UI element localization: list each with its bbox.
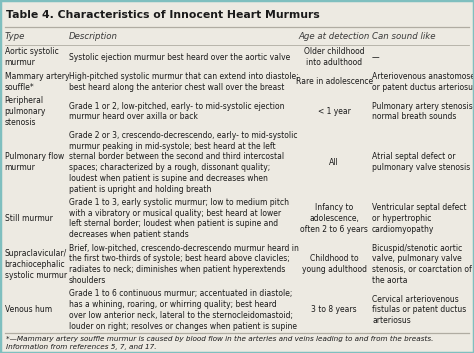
Text: Cervical arteriovenous
fistulas or patent ductus
arteriosus: Cervical arteriovenous fistulas or paten… (372, 295, 466, 325)
Text: All: All (329, 158, 339, 167)
Text: Grade 1 to 3, early systolic murmur; low to medium pitch
with a vibratory or mus: Grade 1 to 3, early systolic murmur; low… (69, 198, 289, 239)
Text: —: — (372, 53, 380, 62)
Text: Grade 1 or 2, low-pitched, early- to mid-systolic ejection
murmur heard over axi: Grade 1 or 2, low-pitched, early- to mid… (69, 102, 284, 121)
Text: Venous hum: Venous hum (5, 305, 52, 315)
Text: Childhood to
young adulthood: Childhood to young adulthood (301, 255, 367, 274)
Text: Age at detection: Age at detection (299, 32, 370, 41)
Text: Infancy to
adolescence,
often 2 to 6 years: Infancy to adolescence, often 2 to 6 yea… (300, 203, 368, 234)
Bar (0, 70, 474, 94)
Text: Information from references 5, 7, and 17.: Information from references 5, 7, and 17… (6, 344, 156, 350)
Text: Grade 1 to 6 continuous murmur; accentuated in diastole;
has a whining, roaring,: Grade 1 to 6 continuous murmur; accentua… (69, 289, 297, 330)
Text: Mammary artery
souffle*: Mammary artery souffle* (5, 72, 69, 91)
Text: *—Mammary artery souffle murmur is caused by blood flow in the arteries and vein: *—Mammary artery souffle murmur is cause… (6, 336, 433, 342)
Text: Peripheral
pulmonary
stenosis: Peripheral pulmonary stenosis (5, 96, 46, 127)
Bar (0, 129, 474, 196)
Text: < 1 year: < 1 year (318, 107, 351, 116)
Text: High-pitched systolic murmur that can extend into diastole;
best heard along the: High-pitched systolic murmur that can ex… (69, 72, 298, 91)
Text: 3 to 8 years: 3 to 8 years (311, 305, 357, 315)
Bar (0, 196, 474, 241)
Text: Older childhood
into adulthood: Older childhood into adulthood (304, 47, 365, 67)
Text: Pulmonary flow
murmur: Pulmonary flow murmur (5, 152, 64, 172)
Text: Can sound like: Can sound like (372, 32, 436, 41)
Text: Ventricular septal defect
or hypertrophic
cardiomyopathy: Ventricular septal defect or hypertrophi… (372, 203, 466, 234)
Text: Type: Type (5, 32, 25, 41)
Text: Pulmonary artery stenosis or
normal breath sounds: Pulmonary artery stenosis or normal brea… (372, 102, 474, 121)
Text: Still murmur: Still murmur (5, 214, 53, 223)
Bar (0, 28, 474, 45)
Text: Description: Description (69, 32, 118, 41)
Text: Grade 2 or 3, crescendo-decrescendo, early- to mid-systolic
murmur peaking in mi: Grade 2 or 3, crescendo-decrescendo, ear… (69, 131, 297, 194)
Bar (0, 241, 474, 287)
Text: Atrial septal defect or
pulmonary valve stenosis: Atrial septal defect or pulmonary valve … (372, 152, 470, 172)
Bar (0, 45, 474, 70)
Text: Brief, low-pitched, crescendo-decrescendo murmur heard in
the first two-thirds o: Brief, low-pitched, crescendo-decrescend… (69, 244, 299, 285)
Text: Table 4. Characteristics of Innocent Heart Murmurs: Table 4. Characteristics of Innocent Hea… (6, 11, 319, 20)
Text: Bicuspid/stenotic aortic
valve, pulmonary valve
stenosis, or coarctation of
the : Bicuspid/stenotic aortic valve, pulmonar… (372, 244, 472, 285)
Text: Rare in adolescence: Rare in adolescence (296, 77, 373, 86)
Text: Arteriovenous anastomoses
or patent ductus arteriosus: Arteriovenous anastomoses or patent duct… (372, 72, 474, 91)
Text: Systolic ejection murmur best heard over the aortic valve: Systolic ejection murmur best heard over… (69, 53, 290, 62)
Bar (0, 0, 474, 27)
Text: Aortic systolic
murmur: Aortic systolic murmur (5, 47, 58, 67)
Bar (0, 94, 474, 129)
Bar (0, 287, 474, 333)
Text: Supraclavicular/
brachiocephalic
systolic murmur: Supraclavicular/ brachiocephalic systoli… (5, 249, 67, 280)
